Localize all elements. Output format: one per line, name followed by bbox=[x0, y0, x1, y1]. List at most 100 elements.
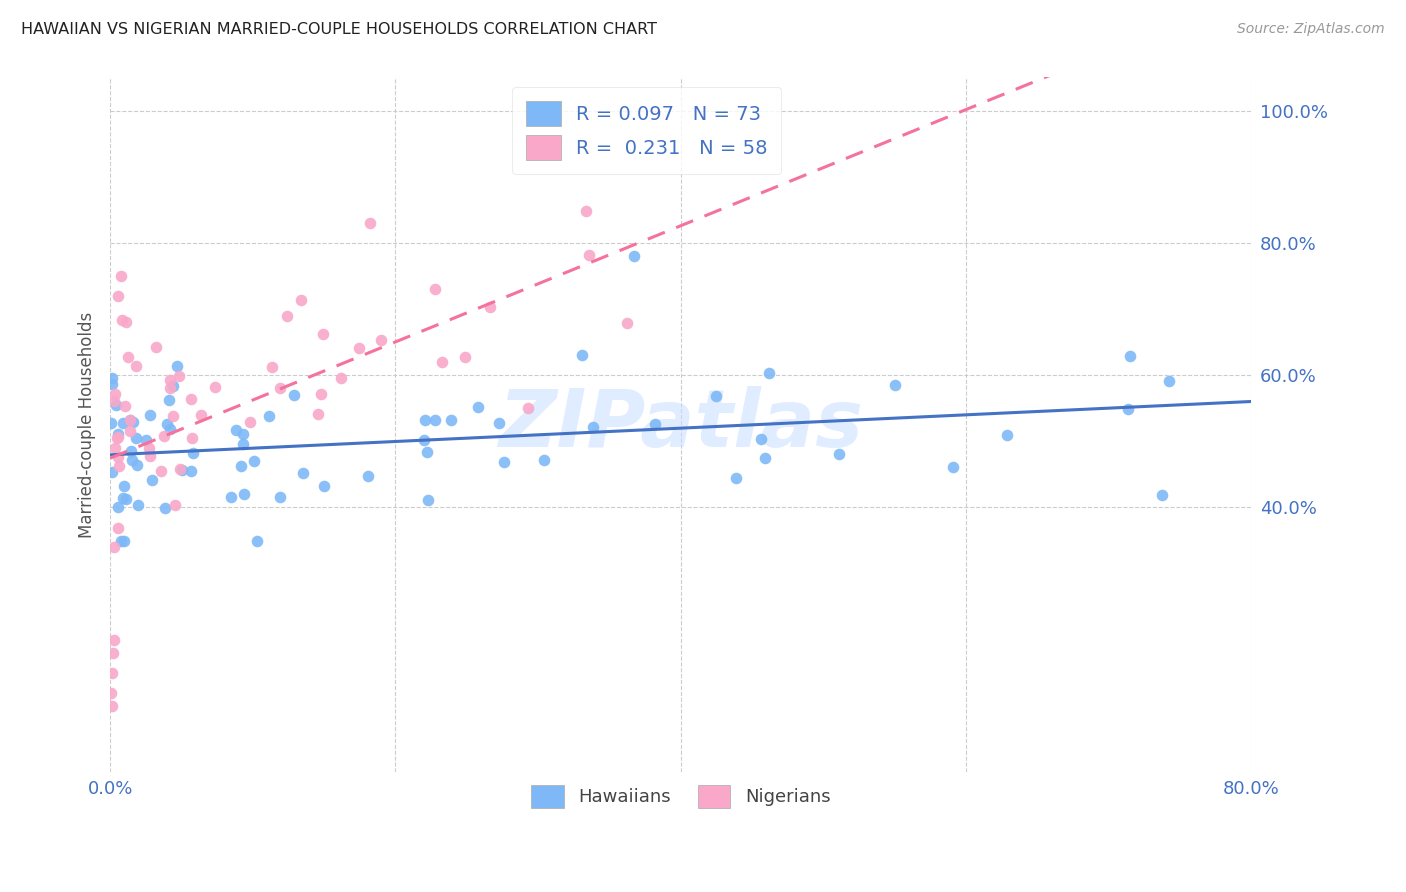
Point bbox=[416, 492, 439, 507]
Point bbox=[292, 467, 315, 481]
Point bbox=[115, 315, 138, 329]
Point bbox=[479, 300, 502, 314]
Point bbox=[169, 369, 191, 384]
Point bbox=[135, 433, 157, 447]
Point bbox=[370, 334, 392, 348]
Text: HAWAIIAN VS NIGERIAN MARRIED-COUPLE HOUSEHOLDS CORRELATION CHART: HAWAIIAN VS NIGERIAN MARRIED-COUPLE HOUS… bbox=[21, 22, 657, 37]
Legend: Hawaiians, Nigerians: Hawaiians, Nigerians bbox=[524, 778, 838, 815]
Point bbox=[758, 366, 780, 380]
Point bbox=[269, 381, 291, 395]
Point bbox=[104, 441, 127, 455]
Point bbox=[575, 203, 598, 218]
Point bbox=[114, 399, 136, 413]
Point bbox=[139, 449, 162, 463]
Point bbox=[415, 445, 437, 459]
Point bbox=[118, 413, 141, 427]
Point bbox=[884, 378, 907, 392]
Point bbox=[101, 646, 124, 660]
Point bbox=[571, 348, 593, 362]
Point bbox=[159, 422, 181, 436]
Point bbox=[644, 417, 666, 432]
Point bbox=[107, 289, 129, 303]
Point bbox=[204, 380, 226, 394]
Point bbox=[181, 432, 204, 446]
Point bbox=[259, 409, 281, 423]
Point bbox=[283, 388, 305, 402]
Point bbox=[125, 431, 148, 445]
Point bbox=[156, 417, 179, 431]
Point bbox=[100, 416, 122, 430]
Point bbox=[162, 379, 184, 393]
Point bbox=[105, 431, 128, 445]
Point bbox=[117, 350, 139, 364]
Point bbox=[110, 533, 132, 548]
Point bbox=[100, 698, 122, 713]
Point bbox=[232, 436, 254, 450]
Point bbox=[180, 392, 202, 407]
Point bbox=[312, 327, 335, 342]
Point bbox=[229, 459, 252, 474]
Point bbox=[425, 413, 447, 427]
Point bbox=[162, 409, 184, 423]
Point bbox=[276, 309, 298, 323]
Point bbox=[942, 459, 965, 474]
Point bbox=[995, 428, 1018, 442]
Point bbox=[269, 491, 291, 505]
Point bbox=[105, 398, 128, 412]
Point bbox=[232, 427, 254, 442]
Point bbox=[114, 479, 136, 493]
Point bbox=[225, 423, 247, 437]
Point bbox=[111, 491, 134, 505]
Point bbox=[120, 444, 142, 458]
Point bbox=[314, 479, 336, 493]
Point bbox=[260, 359, 283, 374]
Point bbox=[1157, 374, 1180, 388]
Point bbox=[121, 453, 143, 467]
Point bbox=[1116, 401, 1139, 416]
Point bbox=[118, 413, 141, 427]
Point bbox=[724, 471, 747, 485]
Point bbox=[290, 293, 312, 307]
Point bbox=[112, 533, 135, 548]
Point bbox=[1119, 349, 1142, 363]
Point bbox=[704, 389, 727, 403]
Point bbox=[103, 540, 125, 554]
Point bbox=[190, 408, 212, 422]
Point bbox=[828, 447, 851, 461]
Point bbox=[357, 469, 380, 483]
Point bbox=[155, 501, 177, 516]
Point bbox=[413, 433, 436, 447]
Point bbox=[180, 464, 202, 478]
Point bbox=[754, 451, 776, 466]
Point bbox=[616, 316, 638, 330]
Point bbox=[170, 463, 193, 477]
Point bbox=[413, 413, 436, 427]
Point bbox=[157, 393, 180, 408]
Point bbox=[246, 533, 269, 548]
Point bbox=[149, 464, 172, 478]
Point bbox=[309, 387, 332, 401]
Point bbox=[347, 341, 370, 355]
Point bbox=[440, 413, 463, 427]
Point bbox=[239, 415, 262, 429]
Point bbox=[488, 416, 510, 430]
Point bbox=[145, 340, 167, 354]
Point bbox=[430, 355, 453, 369]
Point bbox=[330, 371, 353, 385]
Point bbox=[232, 487, 254, 501]
Point bbox=[159, 373, 181, 387]
Point bbox=[533, 453, 555, 467]
Point bbox=[110, 312, 132, 326]
Text: ZIPatlas: ZIPatlas bbox=[498, 385, 863, 464]
Point bbox=[152, 429, 174, 443]
Point bbox=[122, 415, 145, 429]
Point bbox=[101, 371, 124, 385]
Text: Source: ZipAtlas.com: Source: ZipAtlas.com bbox=[1237, 22, 1385, 37]
Point bbox=[101, 376, 124, 391]
Point bbox=[492, 455, 515, 469]
Point bbox=[127, 498, 149, 512]
Point bbox=[103, 632, 125, 647]
Point bbox=[454, 350, 477, 364]
Point bbox=[219, 490, 242, 504]
Point bbox=[423, 282, 446, 296]
